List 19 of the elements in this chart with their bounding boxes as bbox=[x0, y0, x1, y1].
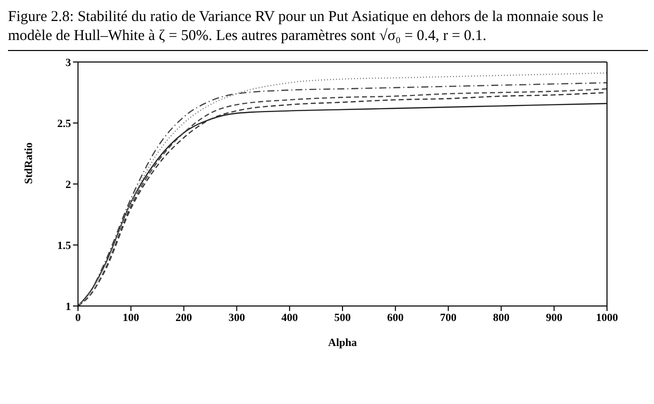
x-axis-title: Alpha bbox=[328, 337, 358, 349]
x-tick-label: 900 bbox=[546, 312, 563, 324]
y-tick-label: 2 bbox=[66, 178, 72, 191]
x-tick-label: 700 bbox=[440, 312, 458, 324]
y-tick-label: 2.5 bbox=[57, 118, 72, 130]
x-tick-label: 1000 bbox=[596, 312, 618, 324]
y-tick-label: 1 bbox=[66, 300, 71, 313]
x-tick-label: 400 bbox=[281, 312, 298, 324]
y-tick-label: 1.5 bbox=[57, 240, 72, 252]
chart-title: Figure 2.8: Stabilité du ratio de Variance RV pour un Put Asiatique en dehors de la monnaie sous le modèle de Hull–White à ζ = 50%. Les autres paramètres sont √σ₀ = 0.4, r = 0.1. bbox=[8, 8, 648, 51]
y-axis-title: StdRatio bbox=[22, 142, 35, 184]
x-tick-label: 200 bbox=[176, 312, 193, 324]
x-tick-label: 800 bbox=[492, 312, 510, 324]
x-tick-label: 0 bbox=[75, 312, 82, 324]
x-tick-label: 600 bbox=[387, 312, 404, 324]
x-tick-label: 300 bbox=[228, 312, 246, 324]
y-tick-label: 3 bbox=[66, 56, 72, 69]
x-tick-label: 500 bbox=[334, 312, 352, 324]
x-tick-label: 100 bbox=[122, 312, 140, 324]
